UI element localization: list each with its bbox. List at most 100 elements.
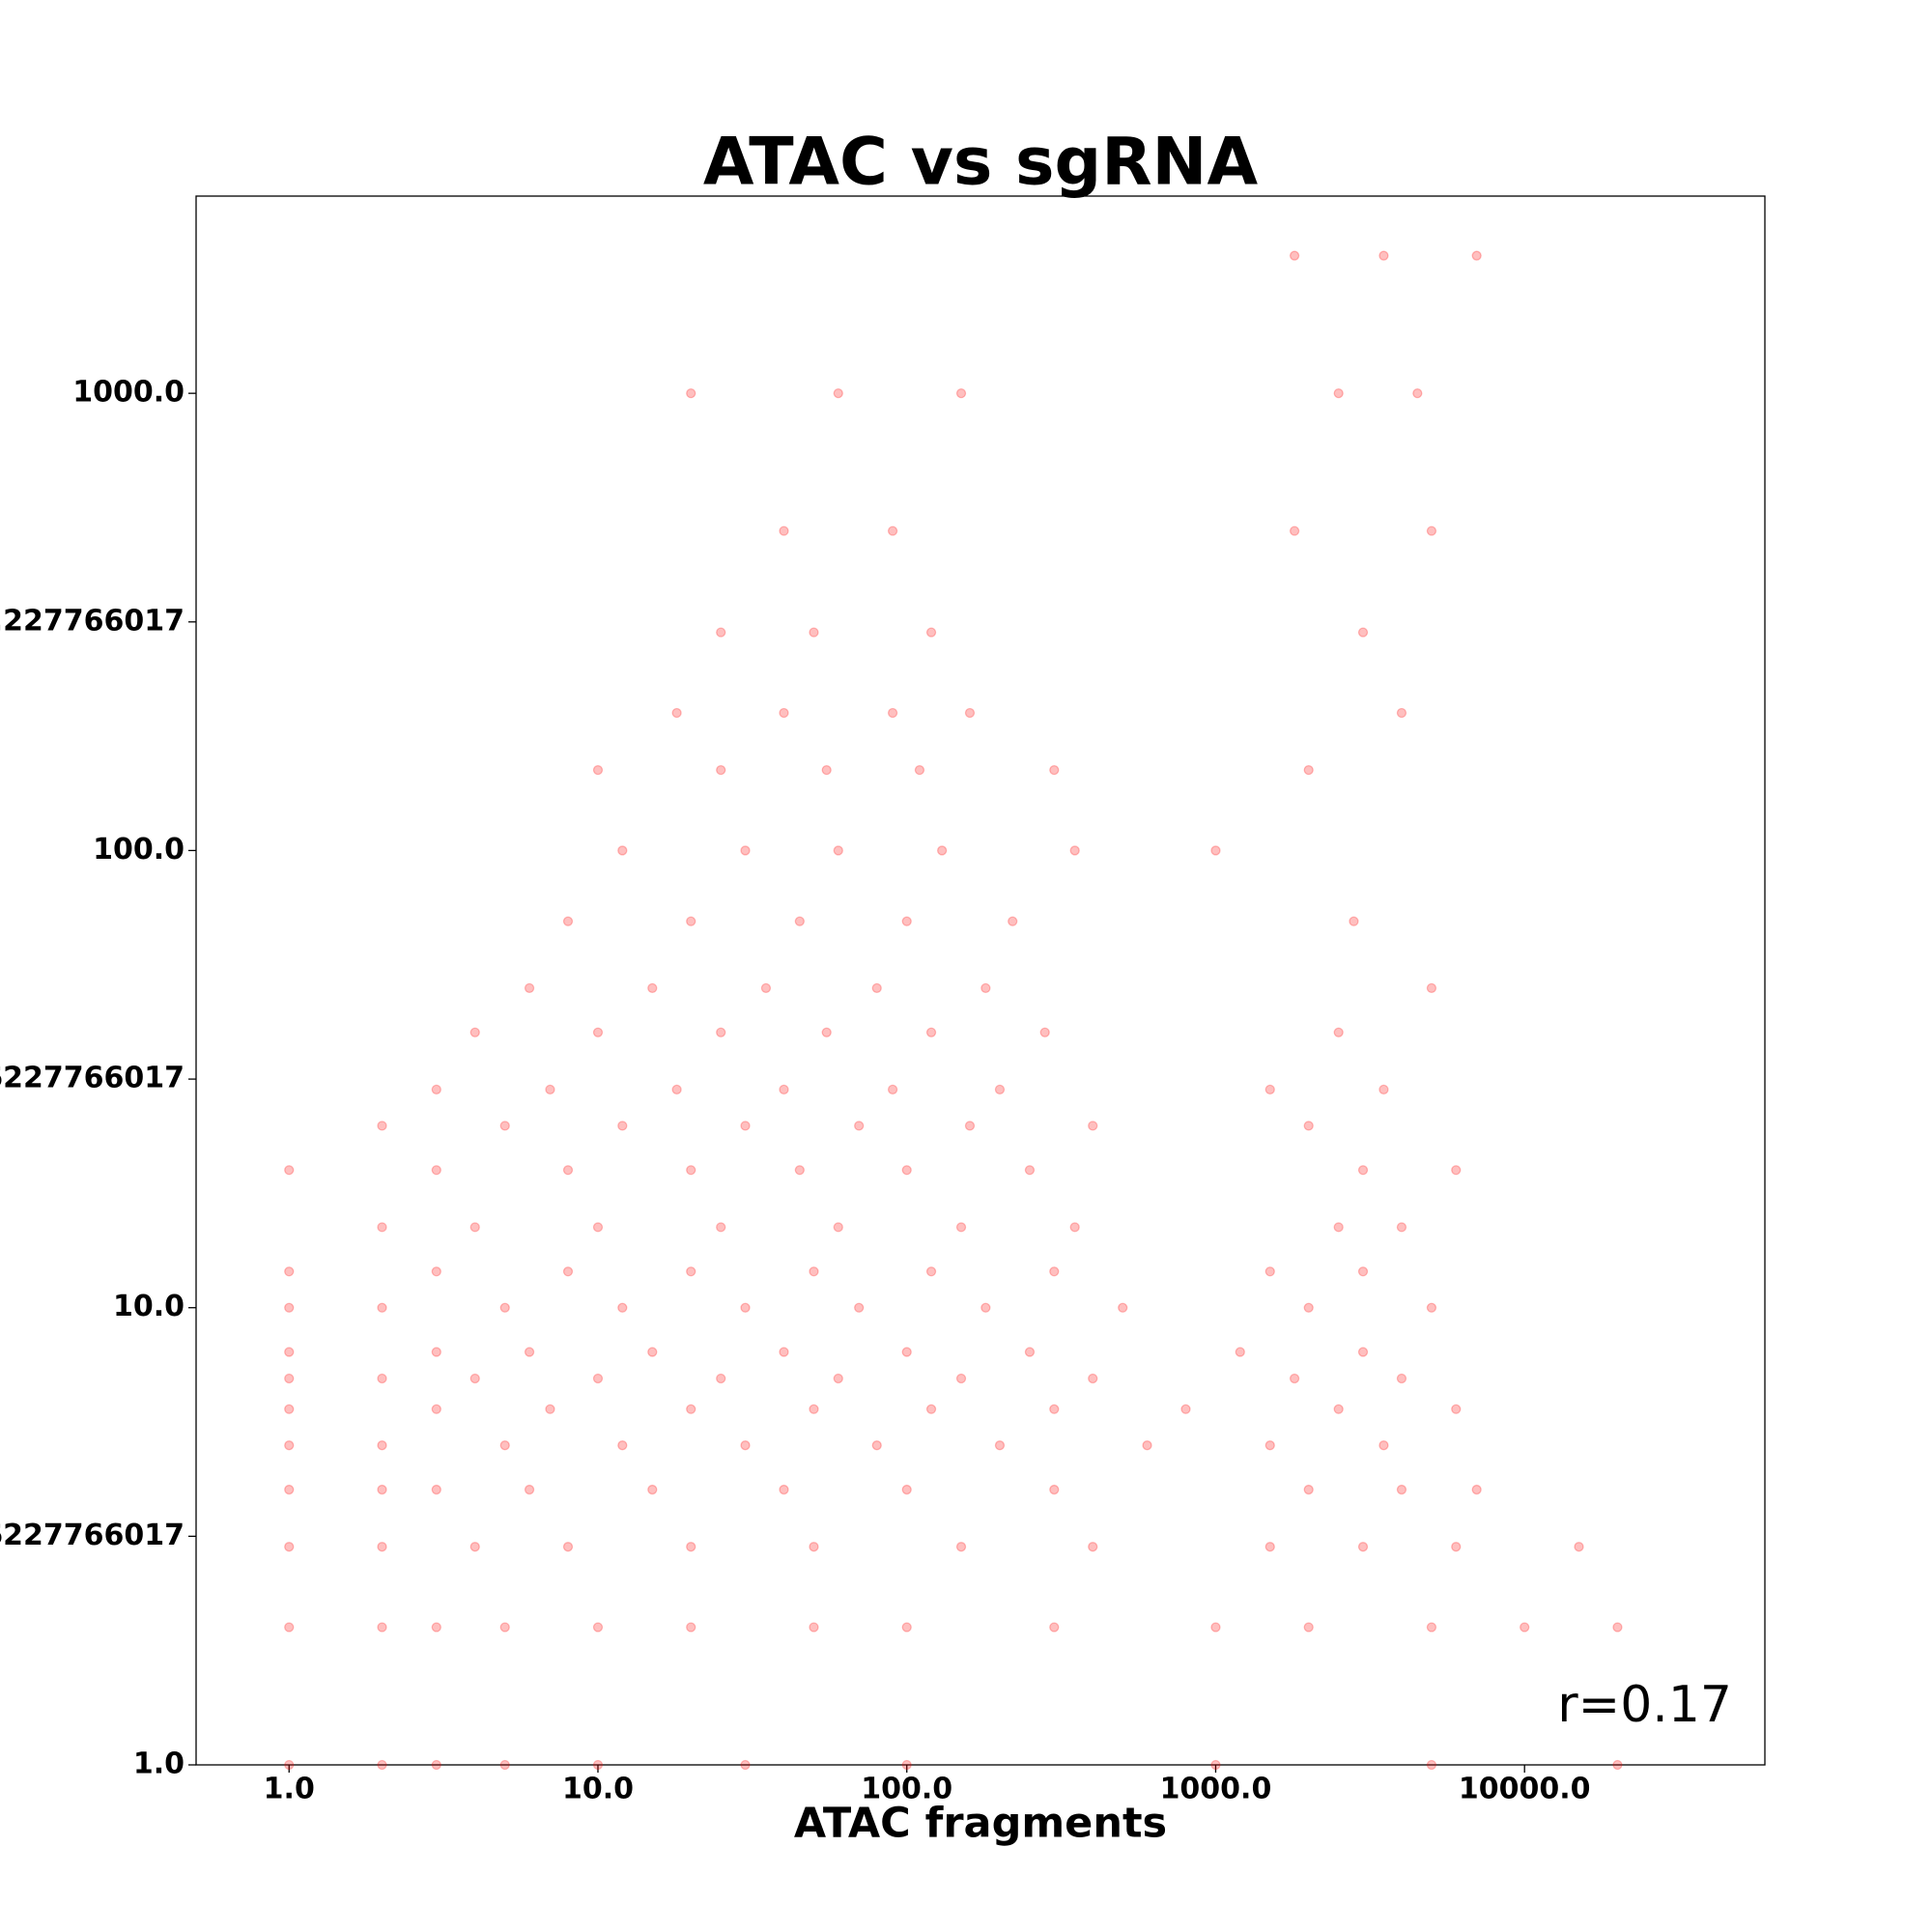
point	[1426, 1302, 1437, 1313]
point	[499, 1302, 510, 1313]
point	[284, 1484, 295, 1495]
point	[980, 982, 991, 994]
x-tick-label: 1000.0	[1160, 1773, 1272, 1806]
point	[545, 1084, 555, 1095]
point	[937, 845, 948, 856]
point	[1303, 1302, 1314, 1313]
point	[1471, 250, 1482, 261]
point	[1049, 1266, 1060, 1277]
y-tick-label: 1000.0	[72, 376, 185, 410]
point	[284, 1542, 295, 1552]
point	[1024, 1347, 1036, 1357]
point	[716, 764, 726, 776]
x-tick-label: 1.0	[264, 1773, 315, 1806]
point	[686, 1266, 696, 1277]
point	[499, 1440, 510, 1451]
y-tick-label: 10.0	[113, 1290, 185, 1323]
y-tick-label: 100.0	[93, 833, 185, 867]
point	[821, 1027, 832, 1037]
point	[1612, 1759, 1623, 1771]
point	[647, 1347, 658, 1357]
y-tick-label: 316.227766017	[0, 604, 185, 638]
point	[284, 1347, 295, 1357]
point	[1378, 250, 1389, 261]
annotation: r=0.17	[1557, 1676, 1732, 1734]
point	[377, 1759, 387, 1771]
point	[964, 1121, 976, 1131]
point	[1069, 1222, 1080, 1233]
point	[469, 1373, 480, 1384]
point	[617, 1302, 628, 1313]
point	[854, 1121, 865, 1131]
point	[901, 1484, 912, 1495]
point	[821, 764, 832, 776]
point	[809, 1404, 819, 1414]
point	[686, 1165, 696, 1176]
point	[1235, 1347, 1245, 1357]
point	[1049, 1622, 1060, 1633]
point	[284, 1404, 295, 1414]
point	[377, 1121, 387, 1131]
point	[779, 526, 789, 536]
point	[809, 1542, 819, 1552]
point	[1024, 1165, 1036, 1176]
point	[1303, 1622, 1314, 1633]
point	[592, 1373, 604, 1384]
point	[779, 1347, 789, 1357]
point	[914, 764, 925, 776]
point	[716, 627, 726, 638]
point	[284, 1302, 295, 1313]
point	[779, 1084, 789, 1095]
point	[716, 1027, 726, 1037]
point	[1264, 1266, 1275, 1277]
point	[1264, 1542, 1275, 1552]
point	[740, 845, 751, 856]
point	[1210, 845, 1221, 856]
point	[1357, 627, 1369, 638]
point	[1039, 1027, 1050, 1037]
point	[284, 1622, 295, 1633]
point	[1349, 916, 1359, 926]
point	[592, 764, 604, 776]
point	[1396, 1222, 1407, 1233]
point	[686, 1542, 696, 1552]
point	[431, 1622, 441, 1633]
point	[284, 1165, 295, 1176]
point	[671, 707, 682, 719]
point	[686, 916, 696, 926]
point	[794, 916, 805, 926]
point	[431, 1266, 441, 1277]
point	[686, 1622, 696, 1633]
point	[901, 1759, 912, 1771]
point	[1210, 1622, 1221, 1633]
point	[854, 1302, 865, 1313]
point	[740, 1302, 751, 1313]
point	[955, 388, 967, 399]
point	[1357, 1266, 1369, 1277]
point	[833, 1373, 843, 1384]
point	[1264, 1440, 1275, 1451]
point	[779, 707, 789, 719]
y-tick-label: 1.0	[133, 1747, 185, 1781]
point	[955, 1542, 967, 1552]
point	[377, 1373, 387, 1384]
point	[469, 1542, 480, 1552]
point	[809, 1266, 819, 1277]
point	[833, 845, 843, 856]
point	[469, 1027, 480, 1037]
point	[740, 1759, 751, 1771]
point	[740, 1440, 751, 1451]
point	[1378, 1084, 1389, 1095]
point	[592, 1622, 604, 1633]
point	[1471, 1484, 1482, 1495]
point	[562, 1266, 574, 1277]
point	[1426, 982, 1437, 994]
point	[431, 1347, 441, 1357]
point	[524, 982, 535, 994]
point	[1396, 707, 1407, 719]
point	[925, 1404, 937, 1414]
point	[716, 1222, 726, 1233]
point	[1357, 1542, 1369, 1552]
